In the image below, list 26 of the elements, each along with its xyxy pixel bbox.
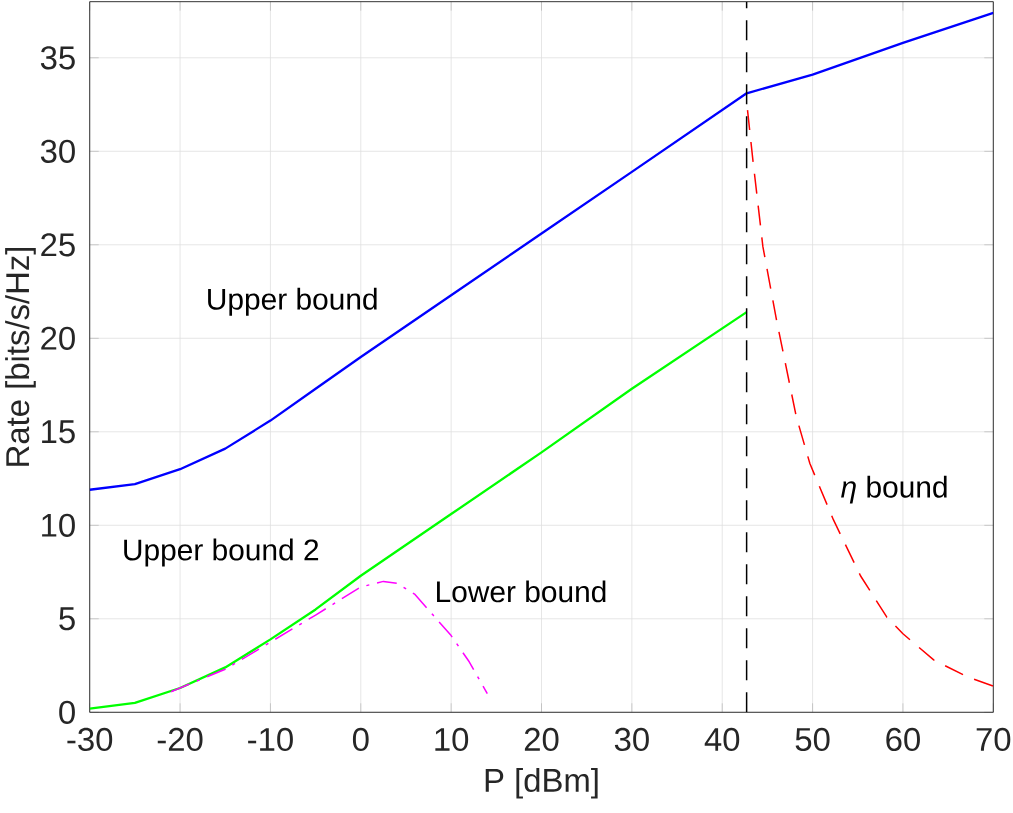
- y-tick-label: 0: [59, 700, 75, 724]
- x-tick-label: 30: [614, 727, 649, 752]
- series-label: η bound: [841, 475, 947, 504]
- series-label: Lower bound: [437, 580, 606, 603]
- x-axis-title: P [dBm]: [485, 767, 598, 799]
- series-label: Upper bound: [208, 287, 377, 316]
- x-tick-label: -20: [157, 727, 203, 752]
- x-tick-label: 70: [976, 727, 1011, 752]
- x-tick-label: 10: [435, 727, 469, 752]
- y-tick-label: 35: [40, 46, 75, 70]
- x-tick-label: 50: [795, 727, 830, 752]
- series-label: Upper bound 2: [124, 538, 319, 567]
- y-tick-label: 30: [40, 139, 75, 163]
- y-tick-label: 10: [42, 513, 75, 537]
- y-tick-label: 25: [41, 233, 75, 257]
- line-series: [746, 109, 994, 687]
- y-axis-title: Rate [bits/s/Hz]: [5, 247, 36, 466]
- y-tick-label: 5: [59, 607, 75, 631]
- x-tick-label: 60: [886, 727, 920, 752]
- x-tick-label: 20: [524, 727, 559, 752]
- x-tick-label: -10: [248, 727, 293, 752]
- y-tick-label: 15: [42, 420, 75, 444]
- x-tick-label: 40: [704, 727, 740, 752]
- x-tick-label: 0: [352, 727, 369, 752]
- x-tick-label: -30: [67, 727, 113, 752]
- y-tick-label: 20: [41, 326, 75, 350]
